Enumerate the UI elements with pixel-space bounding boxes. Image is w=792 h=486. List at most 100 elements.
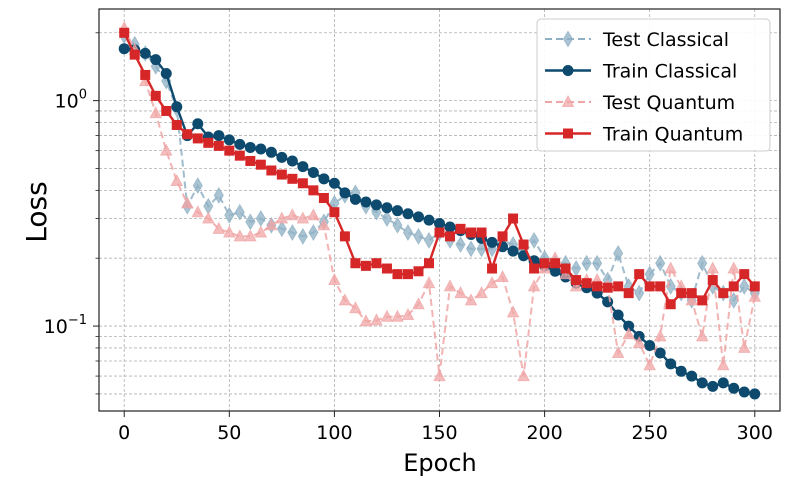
data-point [412,297,425,310]
data-point [244,229,257,242]
data-point [370,199,382,211]
data-point [212,221,226,234]
data-point [739,269,750,280]
data-point [180,196,194,209]
data-point [655,281,666,292]
series-train-quantum [119,27,760,310]
data-point [380,309,394,322]
data-point [455,236,466,253]
data-point [695,329,709,342]
data-point [297,161,309,173]
data-point [423,214,435,226]
data-point [562,30,574,48]
data-point [338,293,352,306]
data-point [454,286,467,299]
data-point [455,223,466,234]
data-point [728,382,740,394]
legend-entry: Test Quantum [545,92,735,114]
data-point [592,281,603,292]
data-point [444,221,456,233]
ticks: 0 50 100 150 200 250 300 100 10−1 [44,32,773,444]
data-point [466,227,477,238]
data-point [423,231,435,249]
data-point [696,377,708,389]
data-point [602,296,614,308]
y-tick-label: 100 [55,88,87,113]
data-point [161,105,172,116]
data-point [508,213,519,224]
data-point [634,269,645,280]
data-point [318,192,329,203]
data-point [213,140,224,151]
data-point [401,307,415,320]
data-point [224,145,235,156]
data-point [234,150,245,161]
data-point [529,263,540,274]
data-point [192,133,203,144]
data-point [686,288,697,299]
data-point [562,65,574,76]
data-point [716,358,730,371]
legend: Test Classical Train Classical Test Quantu… [536,18,771,152]
data-point [139,47,151,59]
data-point [518,239,529,250]
legend-entry: Test Classical [545,29,729,51]
legend-box [536,18,771,152]
data-point [182,129,193,140]
data-point [266,165,277,176]
data-point [592,254,603,272]
x-tick-label: 100 [316,422,352,444]
legend-entry: Train Quantum [545,124,743,146]
data-point [686,370,698,382]
data-point [201,211,215,224]
x-tick-label: 150 [421,422,457,444]
data-point [569,279,583,292]
data-point [245,155,256,166]
data-point [550,258,561,269]
data-point [287,173,298,184]
data-point [475,286,488,299]
data-point [170,173,184,187]
data-point [391,309,404,322]
data-point [563,128,573,139]
data-point [738,386,750,398]
data-point [676,288,687,299]
data-point [296,211,310,224]
data-point [307,208,320,221]
data-point [423,258,434,269]
data-point [539,258,550,269]
data-point [434,218,445,230]
data-point [497,231,508,242]
data-point [402,224,414,241]
data-point [308,224,319,241]
data-point [328,177,340,189]
data-point [413,266,424,277]
series-layer [117,20,762,400]
data-point [286,208,299,221]
legend-label: Train Quantum [602,124,743,146]
data-point [613,281,624,292]
data-point [160,67,172,79]
legend-label: Test Quantum [602,92,735,114]
data-point [359,314,373,327]
data-point [496,269,509,283]
data-point [276,169,287,180]
data-point [422,276,436,289]
y-axis-label: Loss [20,181,53,242]
data-point [445,231,456,242]
data-point [265,146,277,158]
data-point [213,186,224,204]
data-point [192,118,204,130]
data-point [634,284,645,302]
data-point [675,365,687,377]
data-point [318,173,330,185]
data-point [685,293,699,306]
data-point [255,159,266,170]
data-point [213,130,225,142]
x-tick-label: 200 [526,422,562,444]
data-point [612,309,624,321]
data-point [360,260,371,271]
data-point [717,377,729,389]
data-point [275,211,289,224]
